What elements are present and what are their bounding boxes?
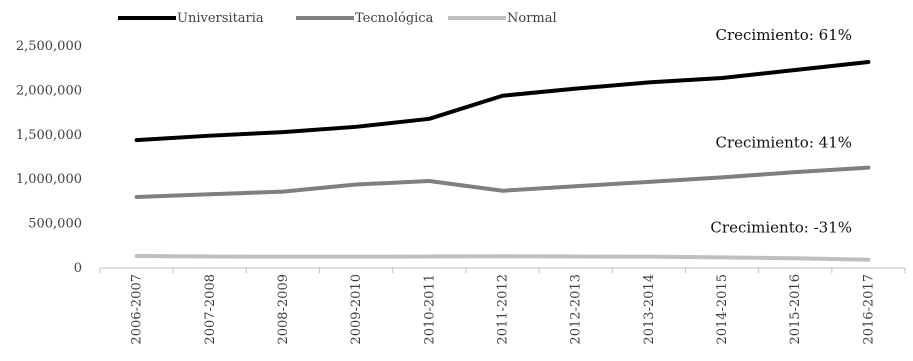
x-axis: 2006-2007 2007-2008 2008-2009 2009-2010 2010… — [99, 267, 906, 345]
x-tick-label: 2006-2007 — [130, 274, 145, 345]
legend: Universitaria Tecnológica Normal — [118, 11, 557, 26]
legend-label: Tecnológica — [355, 11, 434, 26]
data-point — [282, 256, 284, 258]
data-point — [721, 256, 723, 258]
x-tick-label: 2014-2015 — [715, 274, 730, 345]
x-tick-label: 2008-2009 — [276, 274, 291, 345]
legend-label: Universitaria — [177, 11, 264, 26]
y-axis: 0 500,000 1,000,000 1,500,000 2,000,000 2,500… — [16, 39, 82, 276]
series-line-universitaria — [134, 59, 871, 143]
data-point — [575, 255, 577, 257]
data-point — [136, 196, 138, 198]
data-point — [502, 95, 503, 97]
data-point — [867, 167, 869, 169]
x-tick-label: 2011-2012 — [496, 274, 511, 345]
data-point — [428, 180, 430, 182]
annotations: Crecimiento: 61% Crecimiento: 41% Crecimie… — [710, 26, 852, 237]
y-tick-label: 1,000,000 — [16, 172, 82, 187]
data-point — [209, 135, 211, 137]
x-tick-label: 2016-2017 — [861, 274, 876, 345]
x-tick-label: 2007-2008 — [203, 274, 218, 345]
growth-annotation: Crecimiento: 61% — [715, 26, 852, 44]
data-point — [648, 256, 650, 258]
y-tick-label: 2,500,000 — [16, 39, 82, 54]
data-point — [502, 190, 503, 192]
data-point — [502, 255, 503, 257]
data-point — [794, 171, 796, 173]
data-point — [136, 139, 138, 141]
data-point — [794, 257, 796, 259]
data-point — [721, 77, 723, 79]
series-lines — [134, 59, 871, 262]
data-point — [355, 256, 357, 258]
data-point — [867, 61, 869, 63]
data-point — [648, 181, 650, 183]
y-tick-label: 0 — [74, 261, 82, 276]
growth-annotation: Crecimiento: 41% — [715, 134, 852, 152]
data-point — [575, 185, 577, 187]
data-point — [428, 118, 430, 120]
data-point — [794, 69, 796, 71]
y-tick-label: 500,000 — [28, 217, 82, 232]
data-point — [136, 255, 138, 257]
x-tick-label: 2009-2010 — [349, 274, 364, 345]
y-tick-label: 1,500,000 — [16, 128, 82, 143]
data-point — [282, 191, 284, 193]
data-point — [648, 81, 650, 83]
x-tick-label: 2010-2011 — [422, 274, 437, 345]
x-tick-label: 2015-2016 — [788, 274, 803, 345]
x-tick-label: 2013-2014 — [642, 274, 657, 345]
data-point — [575, 88, 577, 90]
data-point — [721, 176, 723, 178]
data-point — [867, 259, 869, 261]
data-point — [355, 184, 357, 186]
data-point — [355, 126, 357, 128]
y-tick-label: 2,000,000 — [16, 83, 82, 98]
data-point — [428, 255, 430, 257]
data-point — [209, 255, 211, 257]
legend-label: Normal — [507, 11, 557, 26]
data-point — [209, 193, 211, 195]
growth-annotation: Crecimiento: -31% — [710, 219, 852, 237]
data-point — [282, 131, 284, 133]
x-tick-label: 2012-2013 — [569, 274, 584, 345]
series-line-tecnol-gica — [134, 165, 871, 199]
